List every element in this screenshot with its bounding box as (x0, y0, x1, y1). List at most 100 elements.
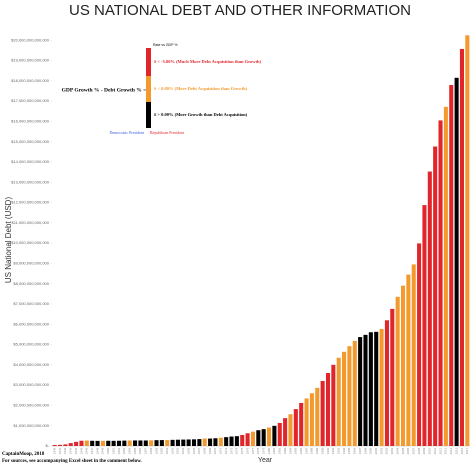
bar (138, 440, 143, 446)
x-tick-label: 1958 (149, 447, 153, 454)
x-tick-label: 1950 (106, 447, 110, 454)
x-tick-label: 2004 (395, 447, 399, 454)
x-tick-label: 1991 (326, 447, 330, 454)
bar (449, 85, 454, 446)
x-tick-label: 1980 (267, 447, 271, 454)
bar (309, 393, 314, 446)
x-tick-label: 2006 (406, 447, 410, 454)
legend-swatch (146, 102, 151, 128)
bar (331, 364, 336, 446)
bar (379, 328, 384, 446)
bar (191, 439, 197, 446)
bar (352, 340, 357, 446)
y-tick-label: $6,000,000,000,000 (13, 321, 49, 326)
bar (417, 243, 422, 446)
bar (208, 438, 213, 446)
x-tick-label: 1956 (138, 447, 142, 454)
y-tick-label: $- (45, 443, 49, 448)
bar (250, 431, 255, 446)
x-tick-label: 1947 (90, 447, 94, 454)
bar (325, 373, 331, 446)
bar (213, 438, 218, 446)
x-tick-label: 1979 (261, 447, 265, 454)
x-tick-label: 1966 (192, 447, 196, 454)
bar (181, 439, 186, 446)
bar (400, 285, 406, 446)
bar (234, 436, 239, 446)
x-tick-label: 1982 (278, 447, 282, 454)
x-tick-label: 1984 (288, 447, 292, 454)
x-tick-label: 1940 (52, 447, 56, 454)
x-tick-label: 1983 (283, 447, 287, 454)
y-tick-label: $13,000,000,000,000 (11, 179, 50, 184)
y-tick-label: $17,000,000,000,000 (11, 98, 50, 103)
x-tick-label: 2001 (379, 447, 383, 454)
bar (465, 35, 470, 447)
bar (111, 440, 116, 446)
x-tick-label: 1964 (181, 447, 185, 454)
bar (374, 331, 379, 446)
party-label: Republican President (150, 130, 185, 135)
bar (154, 440, 159, 446)
x-tick-label: 1967 (197, 447, 201, 454)
bar (272, 425, 277, 446)
bar (95, 440, 100, 446)
x-tick-label: 1971 (219, 447, 223, 454)
x-tick-label: 2012 (438, 447, 442, 454)
x-tick-label: 1988 (310, 447, 314, 454)
bar (443, 106, 448, 446)
bar (320, 380, 325, 446)
x-tick-label: 1976 (245, 447, 249, 454)
bar (384, 320, 389, 446)
x-tick-label: 1994 (342, 447, 346, 454)
x-tick-label: 1948 (95, 447, 99, 454)
bar (358, 337, 363, 446)
x-tick-label: 1973 (229, 447, 233, 454)
x-tick-label: 1981 (272, 447, 276, 454)
bar (261, 429, 266, 446)
x-tick-label: 1970 (213, 447, 217, 454)
x-tick-label: 2013 (444, 447, 448, 454)
party-label: Democratic President (109, 130, 144, 135)
x-tick-label: 1993 (337, 447, 341, 454)
x-tick-label: 1969 (208, 447, 212, 454)
bar (293, 409, 298, 446)
x-tick-label: 1989 (315, 447, 319, 454)
y-tick-label: $4,000,000,000,000 (13, 362, 49, 367)
x-tick-label: 1963 (176, 447, 180, 454)
legend-heading: GDP Growth % - Debt Growth % = (62, 87, 147, 93)
x-tick-label: 1987 (304, 447, 308, 454)
y-tick-label: $19,000,000,000,000 (11, 58, 50, 63)
y-tick-label: $12,000,000,000,000 (11, 200, 50, 205)
x-tick-label: 1959 (154, 447, 158, 454)
bar (68, 443, 73, 446)
bar (170, 439, 175, 446)
x-tick-label: 1949 (101, 447, 105, 454)
x-tick-label: 1945 (79, 447, 83, 454)
bar (459, 48, 464, 446)
bar (277, 422, 282, 446)
x-tick-label: 1995 (347, 447, 351, 454)
x-tick-label: 2017 (465, 447, 469, 454)
x-tick-label: 2003 (390, 447, 394, 454)
bar (422, 205, 427, 446)
x-tick-label: 1965 (186, 447, 190, 454)
legend-label: # < -5.00% (Much More Debt Acquisition t… (154, 59, 262, 64)
bar (106, 440, 111, 446)
bar (336, 357, 341, 446)
x-tick-label: 1998 (363, 447, 367, 454)
y-tick-label: $1,000,000,000,000 (13, 423, 49, 428)
x-tick-label: 2002 (385, 447, 389, 454)
y-tick-label: $20,000,000,000,000 (11, 37, 50, 42)
bar (395, 296, 400, 446)
x-axis-label: Year (258, 457, 273, 464)
y-tick-label: $14,000,000,000,000 (11, 159, 50, 164)
bar (116, 440, 122, 446)
x-tick-label: 1972 (224, 447, 228, 454)
x-tick-label: 1962 (170, 447, 174, 454)
bar (427, 171, 432, 446)
y-tick-label: $18,000,000,000,000 (11, 78, 50, 83)
y-tick-label: $5,000,000,000,000 (13, 342, 49, 347)
x-tick-label: 1990 (320, 447, 324, 454)
bar (90, 440, 95, 446)
